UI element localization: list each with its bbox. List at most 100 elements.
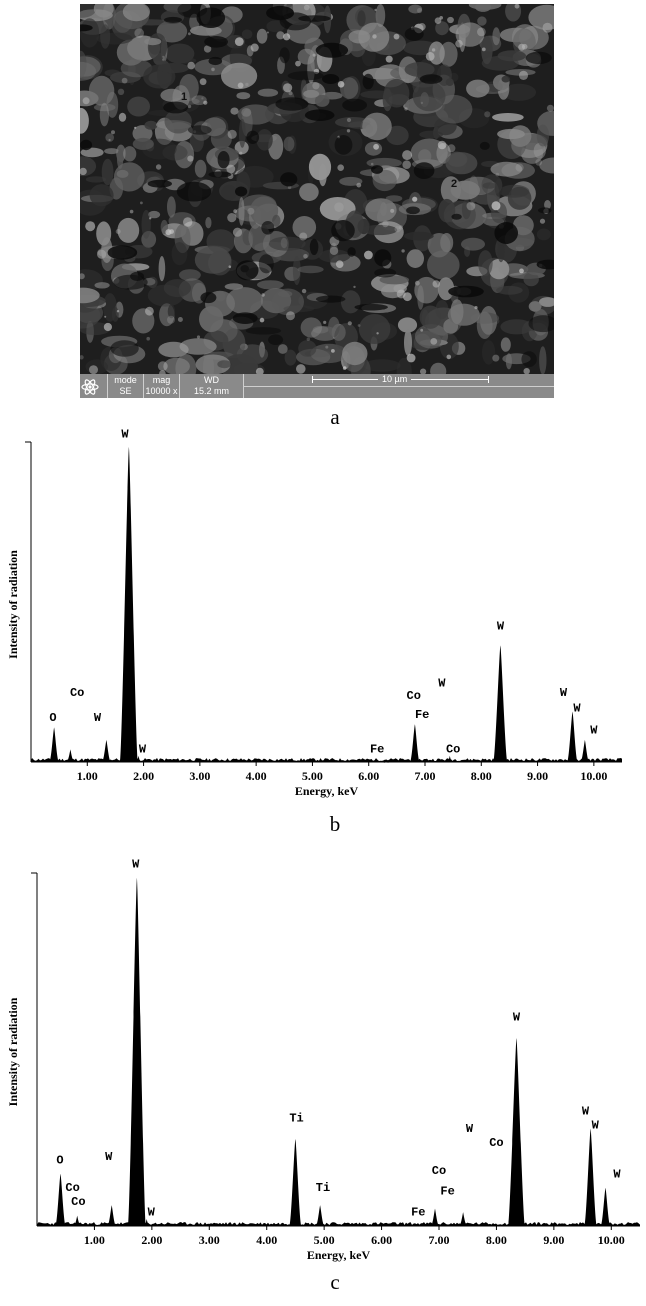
axes: 1.00 2.00 3.00 4.00 5.00 6.00 7.00 8.00 9.00 10.0… xyxy=(31,872,640,1247)
spectrum-peak xyxy=(73,1215,82,1226)
sem-scale-bar: 10 µm xyxy=(244,374,554,387)
x-tick-label: 7.00 xyxy=(429,1233,450,1247)
peak-label: W xyxy=(573,702,581,716)
sem-info-bar: mode SE mag 10000 x WD 15.2 mm 10 µm xyxy=(80,374,554,398)
eds-spectrum-c: 1.00 2.00 3.00 4.00 5.00 6.00 7.00 8.00 9.00 10.0… xyxy=(0,858,646,1265)
x-tick-label: 3.00 xyxy=(199,1233,220,1247)
spectrum-peak xyxy=(107,1205,117,1226)
spectrum-peak xyxy=(493,645,508,762)
peak-label: W xyxy=(139,743,147,757)
peak-label: O xyxy=(49,711,56,725)
sem-mag-header: mag xyxy=(152,375,171,385)
x-axis-label: Energy, keV xyxy=(295,784,359,798)
peak-label: Fe xyxy=(370,743,384,757)
x-tick-label: 5.00 xyxy=(314,1233,335,1247)
x-tick-label: 9.00 xyxy=(543,1233,564,1247)
spectrum-peak xyxy=(134,755,143,762)
peak-label: W xyxy=(121,428,129,442)
x-tick-label: 7.00 xyxy=(415,769,436,783)
peak-label: W xyxy=(497,620,505,634)
atom-icon xyxy=(80,374,108,398)
x-tick-label: 1.00 xyxy=(77,769,98,783)
sem-marker-2: 2 xyxy=(451,178,458,190)
sem-wd-value: 15.2 mm xyxy=(193,386,229,396)
caption-b: b xyxy=(329,812,341,836)
y-axis-label: Intensity of radiation xyxy=(6,997,20,1106)
peak-label: W xyxy=(94,711,102,725)
y-axis-label: Intensity of radiation xyxy=(6,550,20,659)
x-tick-label: 10.00 xyxy=(580,769,607,783)
eds-chart-b: 1.00 2.00 3.00 4.00 5.00 6.00 7.00 8.00 9.00 10.0… xyxy=(6,428,622,798)
x-tick-label: 6.00 xyxy=(371,1233,392,1247)
spectrum-peak xyxy=(289,1139,302,1226)
peak-label: W xyxy=(582,1105,590,1119)
spectrum-peak xyxy=(584,1128,597,1226)
peak-label: Co xyxy=(65,1181,79,1195)
peak-label: W xyxy=(438,676,446,690)
peak-label: O xyxy=(56,1153,63,1167)
peak-label: Ti xyxy=(289,1112,303,1126)
peak-label: Co xyxy=(71,1195,85,1209)
peak-label: W xyxy=(132,858,140,872)
spectrum-peak xyxy=(142,1219,151,1226)
spectrum-peak xyxy=(315,1205,325,1226)
spectrum-peak xyxy=(409,724,420,762)
peak-label: W xyxy=(590,724,598,738)
spectrum-peak xyxy=(508,1038,525,1226)
spectrum-peak xyxy=(580,739,590,762)
x-tick-label: 2.00 xyxy=(141,1233,162,1247)
sem-mode-value: SE xyxy=(119,386,132,396)
x-tick-label: 5.00 xyxy=(302,769,323,783)
sem-marker-1: 1 xyxy=(181,91,188,103)
x-tick-label: 9.00 xyxy=(527,769,548,783)
peak-label: W xyxy=(613,1167,621,1181)
spectrum-baseline xyxy=(31,758,622,762)
sem-wd-cell: WD 15.2 mm xyxy=(180,374,244,398)
spectrum-peak xyxy=(119,447,138,762)
peak-label: Fe xyxy=(440,1185,454,1199)
axes: 1.00 2.00 3.00 4.00 5.00 6.00 7.00 8.00 9.00 10.0… xyxy=(25,441,622,783)
caption-c: c xyxy=(330,1270,340,1294)
sem-micrograph: 1 2 mode SE mag 10000 x WD 15.2 mm 10 xyxy=(80,4,554,398)
peak-label: W xyxy=(513,1011,521,1025)
spectrum-peak xyxy=(55,1173,66,1226)
sem-mode-cell: mode SE xyxy=(108,374,144,398)
spectrum-peak xyxy=(49,727,59,762)
peak-label: W xyxy=(148,1206,156,1220)
peak-label: Fe xyxy=(411,1206,425,1220)
spectrum-peak xyxy=(458,1212,468,1226)
sem-mag-cell: mag 10000 x xyxy=(144,374,180,398)
x-tick-label: 2.00 xyxy=(133,769,154,783)
spectrum-peak xyxy=(101,739,111,762)
spectrum-peak xyxy=(445,755,454,762)
peak-label: Fe xyxy=(415,708,429,722)
spectrum-peak xyxy=(66,749,75,762)
x-tick-label: 10.00 xyxy=(598,1233,625,1247)
caption-a: a xyxy=(330,405,340,429)
scale-label: 10 µm xyxy=(378,374,412,385)
sem-mode-header: mode xyxy=(114,375,137,385)
eds-chart-c: 1.00 2.00 3.00 4.00 5.00 6.00 7.00 8.00 9.00 10.0… xyxy=(6,858,640,1262)
spectrum-peak xyxy=(567,711,578,762)
peak-label: W xyxy=(560,686,568,700)
sem-mag-value: 10000 x xyxy=(145,386,178,396)
x-axis-label: Energy, keV xyxy=(307,1248,371,1262)
peak-label: W xyxy=(592,1119,600,1133)
x-tick-label: 8.00 xyxy=(471,769,492,783)
x-tick-label: 6.00 xyxy=(358,769,379,783)
peak-label: Co xyxy=(407,689,421,703)
spectrum-peak xyxy=(430,1208,440,1226)
peak-label: W xyxy=(466,1122,474,1136)
sem-wd-header: WD xyxy=(204,375,219,385)
peak-label: W xyxy=(105,1150,113,1164)
sem-image-texture xyxy=(80,4,554,374)
spectrum-peak xyxy=(382,758,391,763)
spectrum-peak xyxy=(600,1187,611,1226)
peak-label: Co xyxy=(489,1136,503,1150)
x-tick-label: 8.00 xyxy=(486,1233,507,1247)
peak-label: Co xyxy=(70,686,84,700)
x-tick-label: 4.00 xyxy=(256,1233,277,1247)
spectrum-baseline xyxy=(37,1222,640,1226)
x-tick-label: 4.00 xyxy=(246,769,267,783)
x-tick-label: 1.00 xyxy=(84,1233,105,1247)
